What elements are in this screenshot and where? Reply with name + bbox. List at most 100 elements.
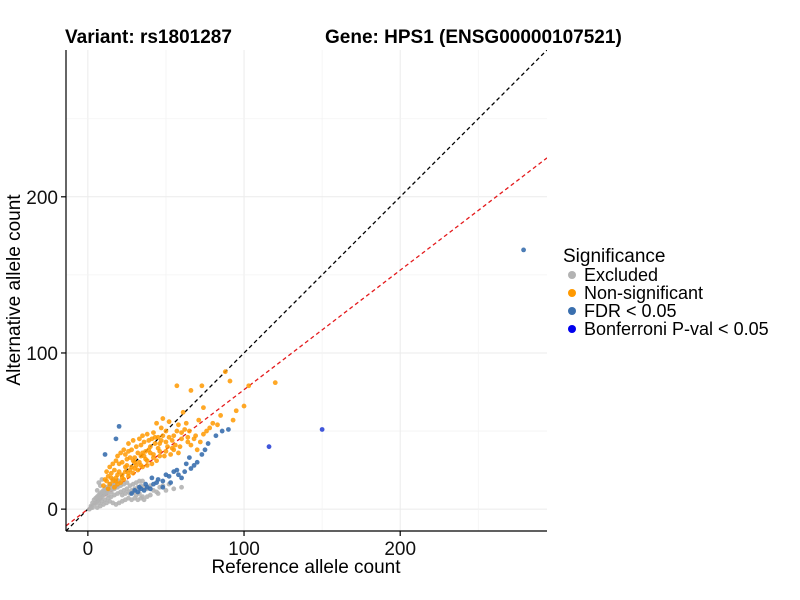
- point-non-significant: [233, 408, 239, 414]
- point-non-significant: [115, 472, 120, 478]
- point-fdr-0-05: [113, 436, 119, 442]
- point-non-significant: [108, 475, 114, 481]
- y-tick-label: 200: [26, 188, 58, 209]
- point-fdr-0-05: [116, 423, 122, 429]
- point-non-significant: [183, 420, 189, 426]
- point-non-significant: [130, 438, 136, 443]
- data-points: [87, 247, 526, 512]
- point-non-significant: [112, 467, 117, 473]
- point-non-significant: [121, 447, 127, 453]
- point-non-significant: [122, 464, 128, 470]
- point-fdr-0-05: [182, 469, 188, 475]
- x-tick-label: 0: [83, 539, 94, 560]
- point-non-significant: [105, 486, 111, 492]
- axes: [65, 50, 547, 532]
- point-excluded: [94, 505, 100, 510]
- point-fdr-0-05: [219, 428, 225, 434]
- legend-key: [568, 289, 576, 297]
- point-fdr-0-05: [136, 484, 142, 490]
- point-non-significant: [176, 450, 181, 456]
- point-non-significant: [132, 466, 138, 471]
- point-non-significant: [222, 369, 228, 375]
- point-non-significant: [113, 478, 119, 484]
- point-fdr-0-05: [202, 447, 208, 453]
- point-fdr-0-05: [102, 452, 108, 457]
- point-non-significant: [107, 464, 113, 470]
- point-non-significant: [140, 433, 145, 439]
- point-non-significant: [185, 439, 191, 445]
- point-fdr-0-05: [176, 472, 181, 478]
- point-non-significant: [169, 438, 175, 443]
- point-non-significant: [204, 428, 209, 434]
- point-fdr-0-05: [186, 455, 192, 461]
- point-fdr-0-05: [154, 480, 159, 485]
- point-non-significant: [246, 383, 252, 389]
- point-non-significant: [176, 422, 181, 428]
- point-non-significant: [272, 380, 278, 386]
- legend: Significance ExcludedNon-significantFDR …: [563, 246, 769, 339]
- point-fdr-0-05: [179, 475, 184, 481]
- point-fdr-0-05: [213, 433, 219, 439]
- point-non-significant: [166, 434, 172, 440]
- point-excluded: [96, 492, 102, 498]
- point-non-significant: [144, 431, 150, 437]
- point-fdr-0-05: [129, 491, 134, 496]
- point-non-significant: [185, 434, 191, 440]
- point-non-significant: [171, 433, 177, 439]
- point-non-significant: [163, 439, 169, 445]
- point-non-significant: [130, 458, 136, 464]
- point-non-significant: [177, 444, 183, 450]
- point-non-significant: [146, 447, 152, 453]
- point-non-significant: [218, 413, 224, 418]
- legend-label: Excluded: [584, 265, 658, 285]
- point-non-significant: [160, 433, 166, 439]
- point-non-significant: [188, 442, 194, 448]
- legend-key: [568, 271, 576, 279]
- point-non-significant: [172, 442, 178, 448]
- point-excluded: [154, 489, 159, 495]
- point-non-significant: [115, 453, 120, 459]
- point-fdr-0-05: [160, 484, 166, 490]
- point-fdr-0-05: [188, 466, 194, 471]
- legend-label: Non-significant: [584, 283, 703, 303]
- x-tick-label: 100: [228, 539, 260, 560]
- point-non-significant: [168, 452, 174, 457]
- point-excluded: [108, 489, 114, 495]
- y-tick-label: 0: [47, 500, 58, 521]
- point-excluded: [141, 497, 147, 503]
- point-non-significant: [194, 447, 200, 453]
- legend-title: Significance: [563, 246, 665, 267]
- point-non-significant: [188, 388, 194, 393]
- point-non-significant: [210, 420, 216, 426]
- point-non-significant: [169, 445, 175, 451]
- point-non-significant: [182, 427, 188, 432]
- point-non-significant: [199, 383, 205, 389]
- point-excluded: [140, 478, 145, 484]
- point-fdr-0-05: [168, 480, 174, 485]
- x-axis-title: Reference allele count: [211, 557, 401, 578]
- point-non-significant: [161, 453, 167, 459]
- point-non-significant: [152, 441, 158, 446]
- point-non-significant: [113, 458, 119, 464]
- point-non-significant: [163, 448, 169, 454]
- point-non-significant: [138, 453, 144, 459]
- point-non-significant: [241, 403, 247, 409]
- point-fdr-0-05: [174, 467, 180, 473]
- point-non-significant: [104, 469, 110, 475]
- point-fdr-0-05: [191, 463, 197, 468]
- point-non-significant: [122, 452, 128, 457]
- grid: [66, 50, 547, 531]
- legend-label: Bonferroni P-val < 0.05: [584, 319, 769, 339]
- point-non-significant: [230, 417, 236, 423]
- point-non-significant: [116, 461, 122, 467]
- point-fdr-0-05: [521, 247, 526, 253]
- point-excluded: [88, 505, 94, 510]
- point-non-significant: [129, 447, 134, 453]
- title-variant: Variant: rs1801287: [65, 27, 232, 48]
- point-non-significant: [135, 450, 141, 456]
- point-non-significant: [193, 433, 199, 439]
- point-fdr-0-05: [143, 481, 149, 487]
- point-non-significant: [227, 378, 233, 384]
- title-gene: Gene: HPS1 (ENSG00000107521): [325, 27, 622, 48]
- point-non-significant: [136, 436, 142, 442]
